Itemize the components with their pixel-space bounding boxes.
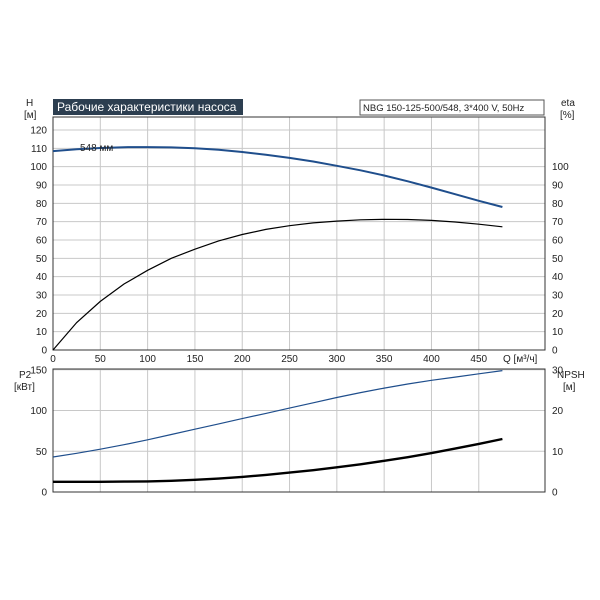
top-plot-frame [52, 116, 546, 351]
x-tick-label-1: 50 [95, 354, 107, 365]
head-curve-label: 548 мм [80, 143, 113, 154]
top-y-left-tick-label-11: 110 [31, 144, 47, 155]
model-label: NBG 150-125-500/548, 3*400 V, 50Hz [363, 103, 525, 114]
top-ylabel-right-unit: [%] [560, 110, 575, 121]
top-series [52, 146, 503, 351]
x-tick-label-9: 450 [470, 354, 487, 365]
bottom-y-right-tick-label-0: 0 [552, 488, 558, 499]
bottom-ylabel-left-symbol: P2 [19, 370, 32, 381]
x-tick-label-5: 250 [281, 354, 298, 365]
top-ylabel-left-symbol: H [26, 98, 33, 109]
bottom-y-left-tick-label-2: 100 [30, 406, 47, 417]
top-y-right-tick-label-6: 60 [552, 236, 564, 247]
top-x-ticks: 0 50 100 150 200 250 300 350 400 450 [50, 354, 487, 365]
top-y-right-ticks: 0 10 20 30 40 50 60 70 80 90 100 [552, 162, 569, 356]
bottom-series [52, 370, 503, 483]
bottom-y-right-tick-label-3: 30 [552, 365, 564, 376]
model-label-box [359, 99, 545, 116]
x-tick-label-4: 200 [234, 354, 251, 365]
x-tick-label-0: 0 [50, 354, 56, 365]
npsh-curve [53, 437, 503, 483]
top-ylabel-right-symbol: eta [561, 98, 575, 109]
top-y-left-tick-label-4: 40 [36, 272, 48, 283]
top-y-left-tick-label-12: 120 [30, 126, 47, 137]
top-y-right-tick-label-0: 0 [552, 346, 558, 357]
top-y-left-ticks: 0 10 20 30 40 50 60 70 80 90 100 110 120 [30, 126, 47, 357]
top-y-right-tick-label-3: 30 [552, 291, 564, 302]
top-y-left-tick-label-7: 70 [36, 217, 48, 228]
top-y-right-tick-label-10: 100 [552, 162, 569, 173]
top-y-right-tick-label-7: 70 [552, 217, 564, 228]
top-y-left-tick-label-2: 20 [36, 309, 48, 320]
bottom-y-right-tick-label-2: 20 [552, 406, 564, 417]
chart-title: Рабочие характеристики насоса [57, 100, 237, 114]
top-y-left-tick-label-3: 30 [36, 291, 48, 302]
bottom-y-right-ticks: 0 10 20 30 [552, 365, 564, 498]
bottom-y-left-tick-label-0: 0 [41, 488, 47, 499]
bottom-grid [52, 369, 545, 493]
bottom-y-left-ticks: 0 50 100 150 [30, 365, 47, 498]
bottom-y-left-tick-label-3: 150 [30, 365, 47, 376]
top-y-left-tick-label-9: 90 [36, 181, 48, 192]
efficiency-curve [52, 218, 503, 351]
bottom-ylabel-left-unit: [кВт] [14, 382, 35, 393]
title-box [53, 99, 243, 115]
top-y-right-tick-label-8: 80 [552, 199, 564, 210]
top-y-right-tick-label-1: 10 [552, 327, 564, 338]
bottom-ylabel-right-symbol: NPSH [557, 370, 585, 381]
top-y-left-tick-label-8: 80 [36, 199, 48, 210]
head-curve [52, 146, 503, 208]
x-tick-label-2: 100 [139, 354, 156, 365]
x-axis-label: Q [м³/ч] [503, 354, 538, 365]
top-grid [52, 117, 545, 351]
bottom-plot-frame [52, 368, 546, 493]
top-y-right-tick-label-5: 50 [552, 254, 564, 265]
bottom-ylabel-right-unit: [м] [563, 382, 576, 393]
top-y-left-tick-label-10: 100 [30, 162, 47, 173]
top-y-right-tick-label-2: 20 [552, 309, 564, 320]
top-y-right-tick-label-4: 40 [552, 272, 564, 283]
x-tick-label-3: 150 [187, 354, 204, 365]
bottom-y-left-tick-label-1: 50 [36, 447, 48, 458]
power-curve [52, 370, 503, 458]
x-tick-label-7: 350 [376, 354, 393, 365]
top-y-left-tick-label-6: 60 [36, 236, 48, 247]
top-ylabel-left-unit: [м] [24, 110, 37, 121]
top-y-left-tick-label-5: 50 [36, 254, 48, 265]
x-tick-label-8: 400 [423, 354, 440, 365]
bottom-y-right-tick-label-1: 10 [552, 447, 564, 458]
top-y-right-tick-label-9: 90 [552, 181, 564, 192]
x-tick-label-6: 300 [329, 354, 346, 365]
top-y-left-tick-label-0: 0 [41, 346, 47, 357]
top-y-left-tick-label-1: 10 [36, 327, 48, 338]
